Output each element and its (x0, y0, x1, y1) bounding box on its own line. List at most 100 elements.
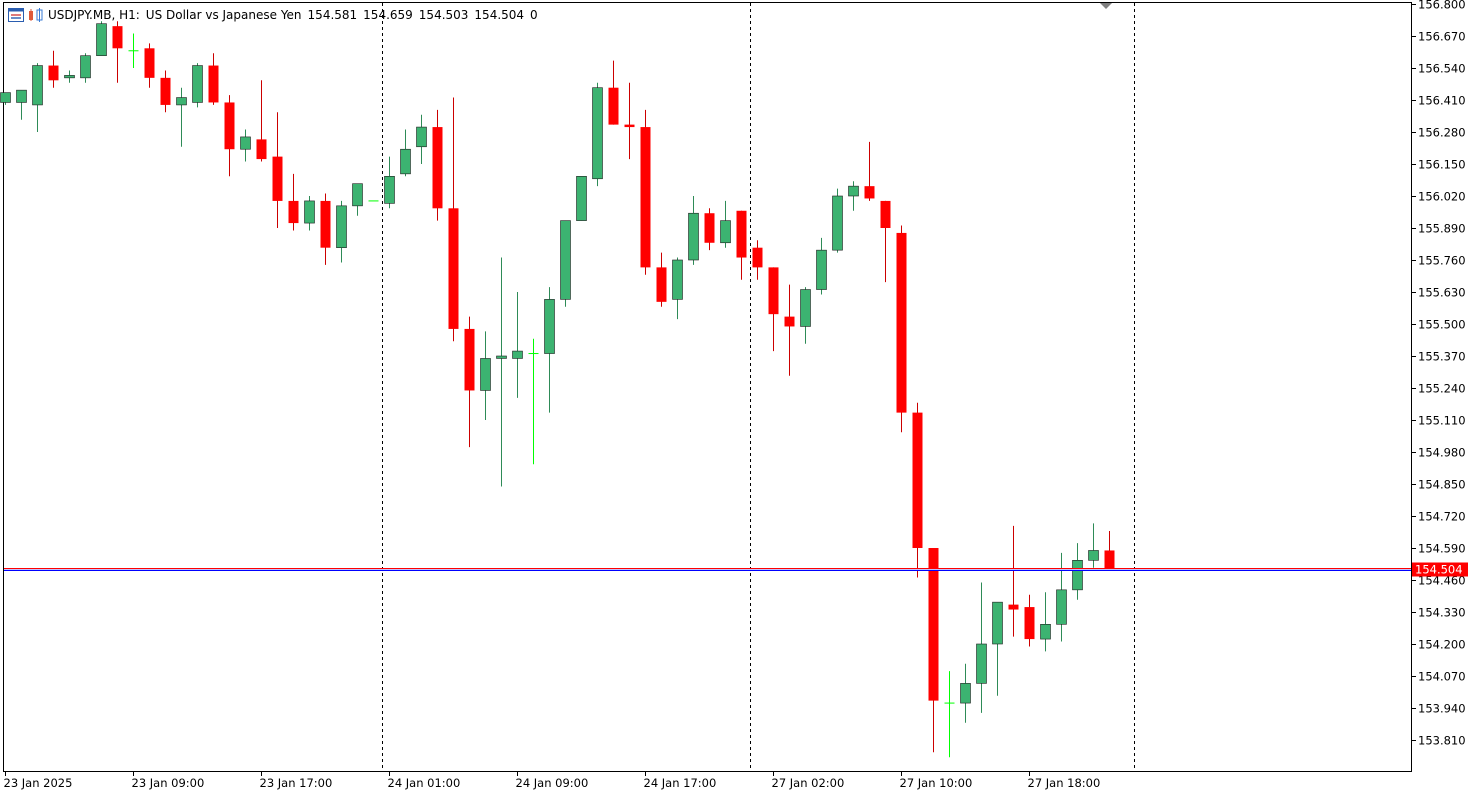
candle-body (240, 136, 251, 150)
price-axis[interactable]: 156.800 156.670 156.540 156.410 156.280 156.1… (1411, 0, 1466, 748)
candle-body (0, 92, 11, 103)
price-tick-label: 154.460 (1418, 574, 1466, 588)
candle-body (208, 65, 219, 103)
candle (848, 181, 859, 211)
chart-shift-marker[interactable] (1100, 3, 1112, 9)
candle-body (688, 212, 699, 261)
candle-body (48, 65, 59, 81)
candle (832, 188, 843, 253)
candle-body (464, 328, 475, 391)
candle (1104, 531, 1115, 570)
indicator-icon[interactable] (28, 8, 44, 22)
candle-body (576, 176, 587, 221)
candle (992, 601, 1003, 696)
candle (240, 129, 251, 162)
candle (384, 156, 395, 209)
candle (80, 53, 91, 83)
candle-body (832, 195, 843, 251)
price-tick-label: 153.810 (1418, 734, 1466, 748)
time-tick-label: 23 Jan 2025 (4, 776, 73, 790)
candle (592, 82, 603, 187)
candle (624, 82, 635, 160)
candle (400, 129, 411, 177)
candle (768, 267, 779, 352)
candle-body (1040, 624, 1051, 640)
candle (160, 70, 171, 113)
current-price-label-text: 154.504 (1415, 563, 1463, 577)
candle (1088, 523, 1099, 568)
candle-body (816, 249, 827, 290)
symbol-description: US Dollar vs Japanese Yen (145, 8, 302, 22)
candle (48, 50, 59, 88)
candle-body (1072, 560, 1083, 591)
candle (816, 237, 827, 295)
candle-body (480, 358, 491, 391)
price-tick-label: 156.670 (1418, 30, 1466, 44)
time-tick-label: 24 Jan 01:00 (388, 776, 461, 790)
candle-body (432, 127, 443, 209)
candle (448, 97, 459, 342)
candle-body (192, 65, 203, 103)
price-tick-label: 153.940 (1418, 702, 1466, 716)
chart-shift-triangle (1100, 3, 1112, 9)
candle-body (176, 97, 187, 106)
price-tick-label: 156.410 (1418, 94, 1466, 108)
candle-body (896, 232, 907, 413)
candle-body (416, 126, 427, 148)
time-axis[interactable]: 23 Jan 2025 23 Jan 09:00 23 Jan 17:00 24 Ja… (4, 771, 1101, 790)
candle (96, 21, 107, 56)
candle-body (784, 316, 795, 327)
candle (144, 43, 155, 88)
high-value: 154.659 (363, 8, 413, 22)
candle (256, 80, 267, 162)
price-tick-label: 155.630 (1418, 286, 1466, 300)
candle-body (304, 200, 315, 224)
candle-body (704, 213, 715, 243)
candle-body (880, 200, 891, 228)
candle-body (1056, 589, 1067, 625)
chart-window-icon[interactable] (8, 8, 24, 22)
candle (16, 89, 27, 120)
price-tick-label: 154.590 (1418, 542, 1466, 556)
plot-area-border (3, 2, 1412, 772)
candle (272, 112, 283, 228)
candle (864, 141, 875, 201)
candle-body (672, 259, 683, 300)
candle-body (400, 148, 411, 175)
candle (656, 252, 667, 307)
candle-body (272, 156, 283, 201)
candle-body (608, 87, 619, 125)
candle-body (720, 220, 731, 244)
candle-body (1104, 550, 1115, 570)
candle (672, 257, 683, 320)
candle (784, 284, 795, 376)
candle (496, 257, 507, 487)
candle-body (80, 55, 91, 79)
price-tick-label: 154.980 (1418, 446, 1466, 460)
candle (704, 208, 715, 251)
candle (608, 60, 619, 125)
candle (928, 548, 939, 753)
candle-body (512, 350, 523, 359)
volume-value: 0 (530, 8, 538, 22)
candle-body (256, 139, 267, 160)
candle-body (32, 65, 43, 106)
candle (688, 196, 699, 265)
candle-body (144, 48, 155, 78)
time-tick-label: 24 Jan 17:00 (644, 776, 717, 790)
candle-body (64, 75, 75, 79)
candle-body (336, 205, 347, 248)
candle-body (352, 183, 363, 207)
candle-body (864, 186, 875, 199)
price-tick-label: 156.280 (1418, 126, 1466, 140)
price-tick-label: 155.110 (1418, 414, 1466, 428)
candle (128, 33, 139, 68)
price-tick-label: 155.500 (1418, 318, 1466, 332)
candle-body (768, 267, 779, 315)
candle (976, 582, 987, 713)
candle-body (496, 355, 507, 359)
time-tick-label: 27 Jan 10:00 (900, 776, 973, 790)
candle (64, 70, 75, 83)
candle (512, 292, 523, 398)
